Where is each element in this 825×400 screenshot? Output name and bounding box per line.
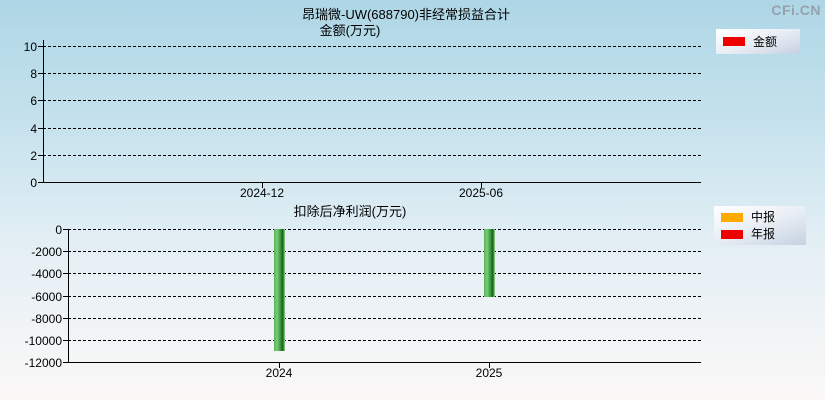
y-tick: [63, 362, 68, 363]
legend-row: 中报: [721, 211, 799, 223]
top-chart-title: 昂瑞微-UW(688790)非经常损益合计: [301, 7, 511, 22]
y-tick: [63, 251, 68, 252]
legend-label: 年报: [751, 227, 776, 241]
legend-row: 年报: [721, 228, 799, 240]
cfi-watermark: CFi.CN: [771, 2, 821, 18]
x-tick: [489, 363, 490, 368]
y-tick: [63, 229, 68, 230]
y-axis-line: [43, 40, 44, 183]
x-tick: [481, 183, 482, 188]
y-axis-label: -2000: [31, 245, 62, 259]
y-axis-label: 8: [30, 67, 37, 81]
gridline: [68, 340, 701, 341]
y-axis-label: 4: [30, 122, 37, 136]
legend-label: 中报: [751, 210, 776, 224]
y-tick: [38, 73, 43, 74]
y-tick: [63, 340, 68, 341]
y-axis-label: 10: [23, 40, 37, 54]
gridline: [43, 128, 701, 129]
top-chart-subtitle: 金额(万元): [319, 23, 381, 38]
y-tick: [38, 46, 43, 47]
gridline: [43, 155, 701, 156]
x-axis-line: [68, 362, 701, 363]
y-axis-label: 6: [30, 94, 37, 108]
y-axis-label: -12000: [24, 356, 62, 370]
bar-2024: [274, 229, 285, 351]
y-tick: [38, 128, 43, 129]
x-axis-label: 2024: [265, 366, 293, 380]
x-axis-label: 2025-06: [458, 186, 504, 200]
legend-label: 金额: [753, 34, 778, 49]
y-tick: [63, 296, 68, 297]
x-axis-line: [43, 182, 701, 183]
y-tick: [63, 318, 68, 319]
y-axis-label: -4000: [31, 267, 62, 281]
y-axis-label: -6000: [31, 290, 62, 304]
x-tick: [279, 363, 280, 368]
gridline: [43, 100, 701, 101]
y-axis-label: -8000: [31, 312, 62, 326]
x-tick: [262, 183, 263, 188]
y-axis-line: [68, 229, 69, 363]
gridline: [68, 296, 701, 297]
x-axis-label: 2024-12: [239, 186, 285, 200]
y-tick: [38, 155, 43, 156]
y-axis-label: -10000: [24, 334, 62, 348]
top-chart-legend: 金额: [716, 29, 800, 54]
y-tick: [38, 100, 43, 101]
gridline: [43, 46, 701, 47]
bar-2025: [484, 229, 495, 297]
gridline: [68, 229, 701, 230]
gridline: [68, 251, 701, 252]
y-tick: [63, 273, 68, 274]
legend-swatch: [723, 37, 745, 46]
y-axis-label: 2: [30, 149, 37, 163]
y-tick: [38, 182, 43, 183]
bottom-chart-title: 扣除后净利润(万元): [293, 204, 407, 219]
bottom-chart-legend: 中报 年报: [714, 206, 806, 245]
legend-row: 金额: [723, 36, 793, 48]
x-axis-label: 2025: [475, 366, 503, 380]
gridline: [68, 318, 701, 319]
gridline: [43, 73, 701, 74]
gridline: [68, 273, 701, 274]
y-axis-label: 0: [55, 223, 62, 237]
y-axis-label: 0: [30, 176, 37, 190]
legend-swatch: [721, 229, 743, 239]
legend-swatch: [721, 212, 743, 222]
